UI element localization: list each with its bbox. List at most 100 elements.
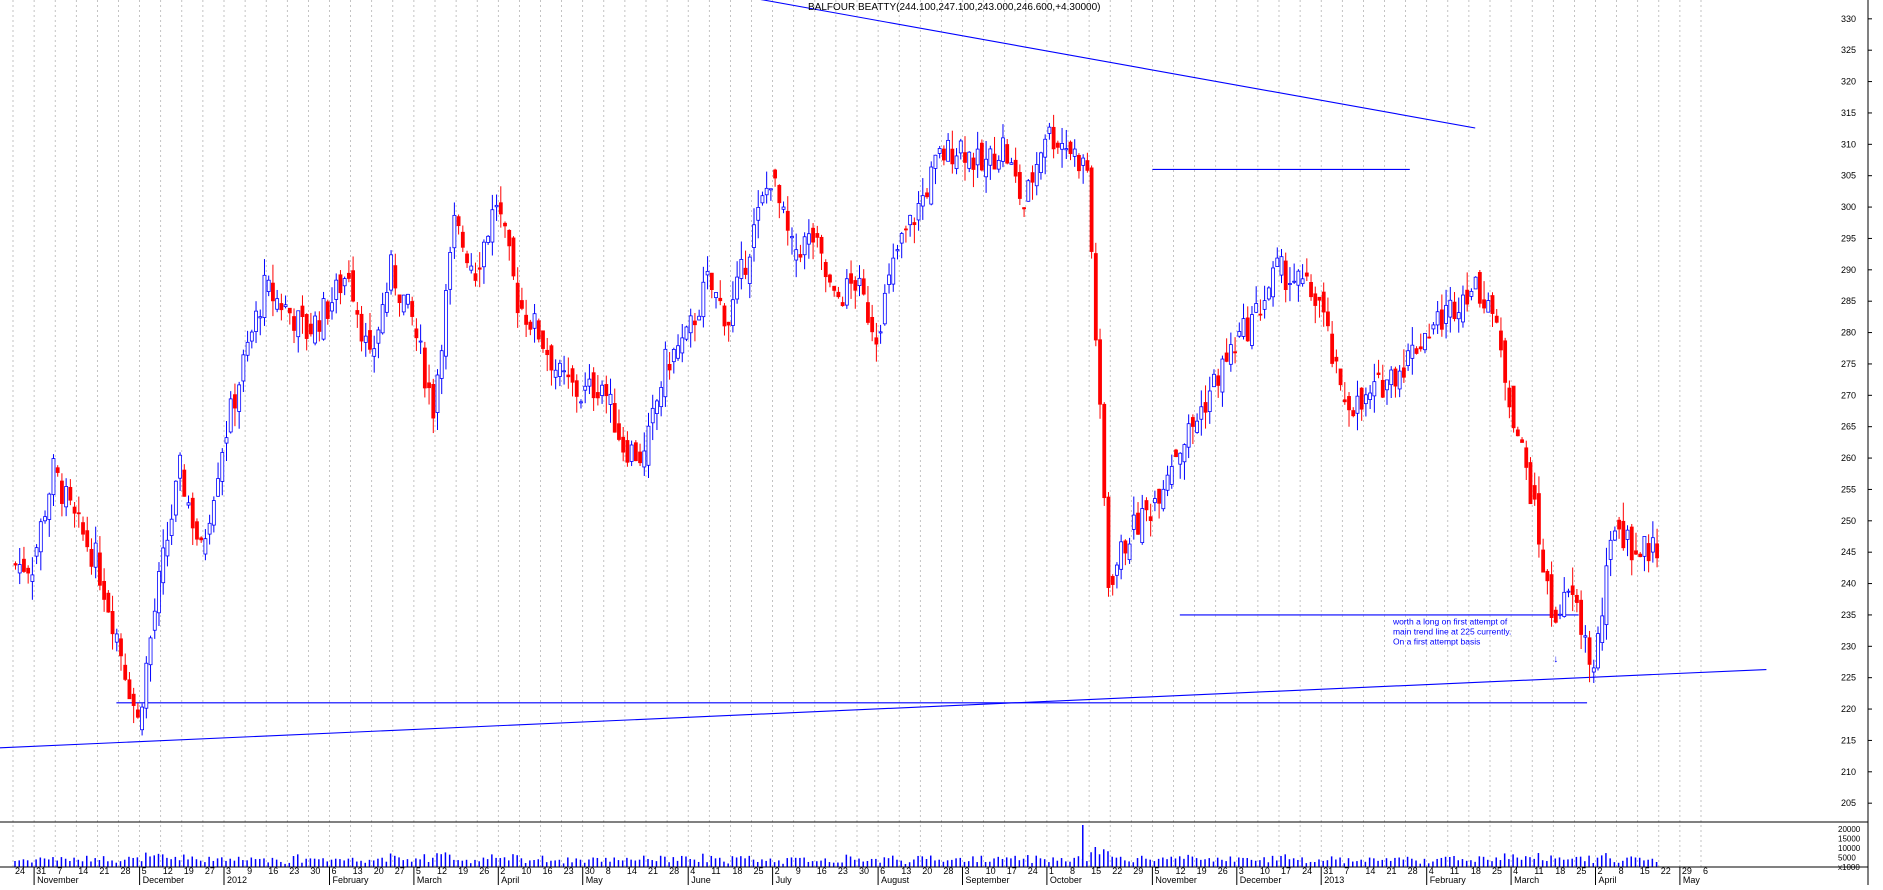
candle-body [996,159,1001,170]
candle-body [1081,157,1086,166]
candle-body [102,580,107,600]
date-tick-label: 22 [1661,866,1671,876]
candle-body [190,497,195,529]
date-tick-label: 17 [1281,866,1291,876]
candle-body [313,315,318,344]
candle-body [697,315,702,321]
candle-body [659,387,664,408]
date-tick-label: 21 [648,866,658,876]
candle-body [1587,637,1592,665]
candle-body [427,382,431,389]
date-tick-label: 16 [268,866,278,876]
candle-body [1254,303,1259,313]
candle-body [1604,565,1609,626]
candle-body [967,151,972,169]
date-tick-label: 25 [754,866,764,876]
candle-body [1591,667,1596,673]
candle-body [165,539,170,557]
price-tick-label: 270 [1841,390,1856,400]
date-tick-label: 4 [690,866,695,876]
candle-body [144,662,149,709]
candle-body [1262,300,1267,310]
candle-body [984,158,988,178]
candle-body [271,282,275,302]
candle-body [536,320,541,340]
date-tick-label: 14 [1365,866,1375,876]
candle-body [760,195,765,204]
candle-body [17,564,22,574]
date-tick-label: 19 [184,866,194,876]
candle-body [72,506,77,514]
candle-body [490,209,495,243]
candle-body [731,299,735,326]
candle-body [688,315,693,334]
price-tick-label: 225 [1841,673,1856,683]
candle-body [60,480,64,504]
month-label: 2013 [1324,875,1344,885]
candle-body [625,440,630,463]
candle-body [1165,474,1170,491]
date-tick-label: 27 [395,866,405,876]
candle-body [1553,609,1558,623]
candle-body [844,278,849,306]
month-label: March [417,875,442,885]
date-tick-label: 25 [1492,866,1502,876]
candle-body [1203,402,1208,413]
candle-body [815,233,820,238]
month-label: April [1599,875,1617,885]
candle-body [1228,344,1233,365]
candle-body [1389,369,1394,386]
candle-body [359,313,364,342]
candle-body [655,400,659,414]
candle-body [342,278,347,287]
candle-body [1309,282,1313,298]
candle-body [794,249,799,261]
candle-body [38,521,43,553]
chart-title: BALFOUR BEATTY(244.100,247.100,243.000,2… [808,2,1101,13]
candle-body [608,393,613,405]
candle-body [1169,466,1174,485]
candle-body [1359,387,1364,410]
candle-body [925,192,929,198]
candle-body [870,316,875,333]
date-tick-label: 21 [1387,866,1397,876]
candle-body [882,292,887,325]
candle-body [254,310,258,332]
candle-body [937,148,942,154]
candle-body [811,227,815,243]
candle-body [1444,304,1448,324]
candle-body [806,233,811,245]
date-tick-label: 21 [99,866,109,876]
candle-body [1473,276,1478,290]
candle-body [1077,154,1081,172]
candle-body [237,384,242,412]
candle-body [135,709,140,718]
price-tick-label: 260 [1841,453,1856,463]
candle-body [887,274,891,285]
candle-body [1131,514,1136,530]
candle-body [30,574,35,582]
candle-body [1486,300,1491,313]
candle-body [216,478,220,497]
candle-body [1241,318,1246,337]
candle-body [1558,613,1562,616]
candle-body [836,291,841,298]
candle-body [621,436,626,453]
candle-body [1178,452,1183,465]
candle-body [1250,314,1254,346]
candle-body [528,321,533,330]
candle-body [1093,253,1098,341]
date-tick-label: 18 [1555,866,1565,876]
date-tick-label: 13 [353,866,363,876]
month-label: December [1240,875,1282,885]
price-tick-label: 325 [1841,45,1856,55]
candle-body [439,350,444,379]
candle-body [912,222,917,226]
date-tick-label: 23 [564,866,574,876]
candle-body [178,454,182,479]
candle-body [1537,493,1541,545]
candle-body [899,233,904,244]
candle-body [1102,403,1107,499]
candle-body [68,486,73,501]
